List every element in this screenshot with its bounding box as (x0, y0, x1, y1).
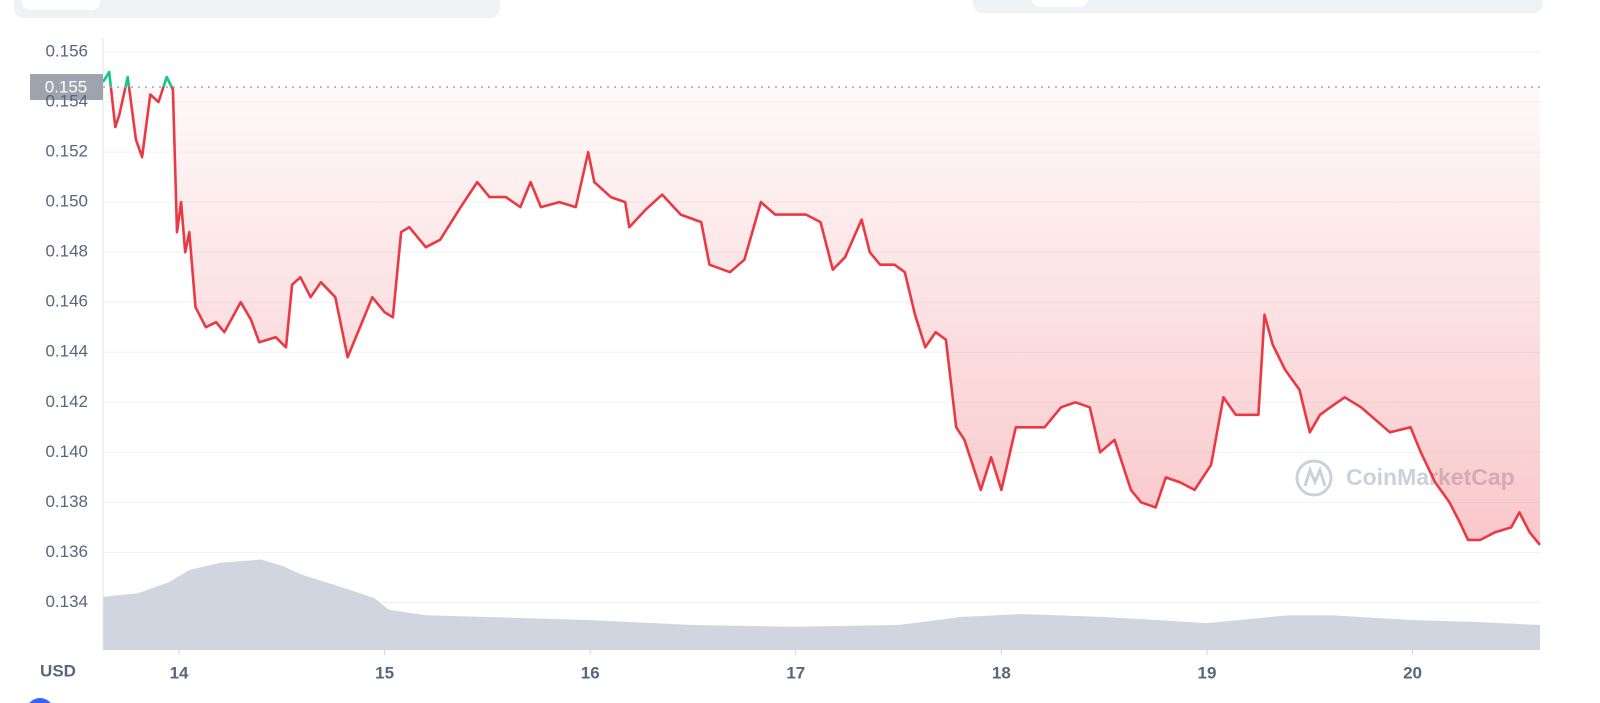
y-tick-label: 0.142 (45, 392, 88, 411)
toolbar-button[interactable] (1032, 0, 1088, 7)
y-tick-label: 0.136 (45, 542, 88, 561)
x-tick-label: 18 (992, 663, 1011, 682)
x-tick-label: 19 (1198, 663, 1217, 682)
y-tick-label: 0.138 (45, 492, 88, 511)
price-area (103, 72, 1540, 545)
x-tick-label: 17 (786, 663, 805, 682)
x-tick-label: 20 (1403, 663, 1422, 682)
y-tick-label: 0.154 (45, 92, 88, 111)
reference: 0.155 (30, 74, 1540, 101)
x-tick-label: 15 (375, 663, 394, 682)
watermark-logo (1303, 465, 1327, 487)
toolbar-left (14, 0, 500, 18)
y-tick-label: 0.140 (45, 442, 88, 461)
reference-label: 0.155 (45, 78, 88, 97)
y-tick-label: 0.144 (45, 342, 88, 361)
y-tick-label: 0.148 (45, 242, 88, 261)
x-tick-label: 14 (170, 663, 189, 682)
y-tick-label: 0.146 (45, 292, 88, 311)
currency-label: USD (40, 661, 76, 680)
ticks: 0.156 0.154 0.152 0.150 0.148 0.146 0.144 0.142… (45, 41, 1422, 682)
y-tick-label: 0.152 (45, 142, 88, 161)
reference-badge (30, 74, 103, 101)
toolbar-button[interactable] (22, 0, 100, 10)
x-tick-label: 16 (581, 663, 600, 682)
volume-area (103, 559, 1540, 650)
currency-icon (29, 698, 51, 703)
y-tick-label: 0.156 (45, 41, 88, 60)
y-tick-label: 0.150 (45, 192, 88, 211)
watermark-logo (1295, 459, 1333, 497)
y-tick-label: 0.134 (45, 592, 88, 611)
price (101, 70, 1542, 546)
price-line (101, 70, 1542, 546)
toolbar-right (973, 0, 1543, 13)
volume (103, 559, 1540, 650)
